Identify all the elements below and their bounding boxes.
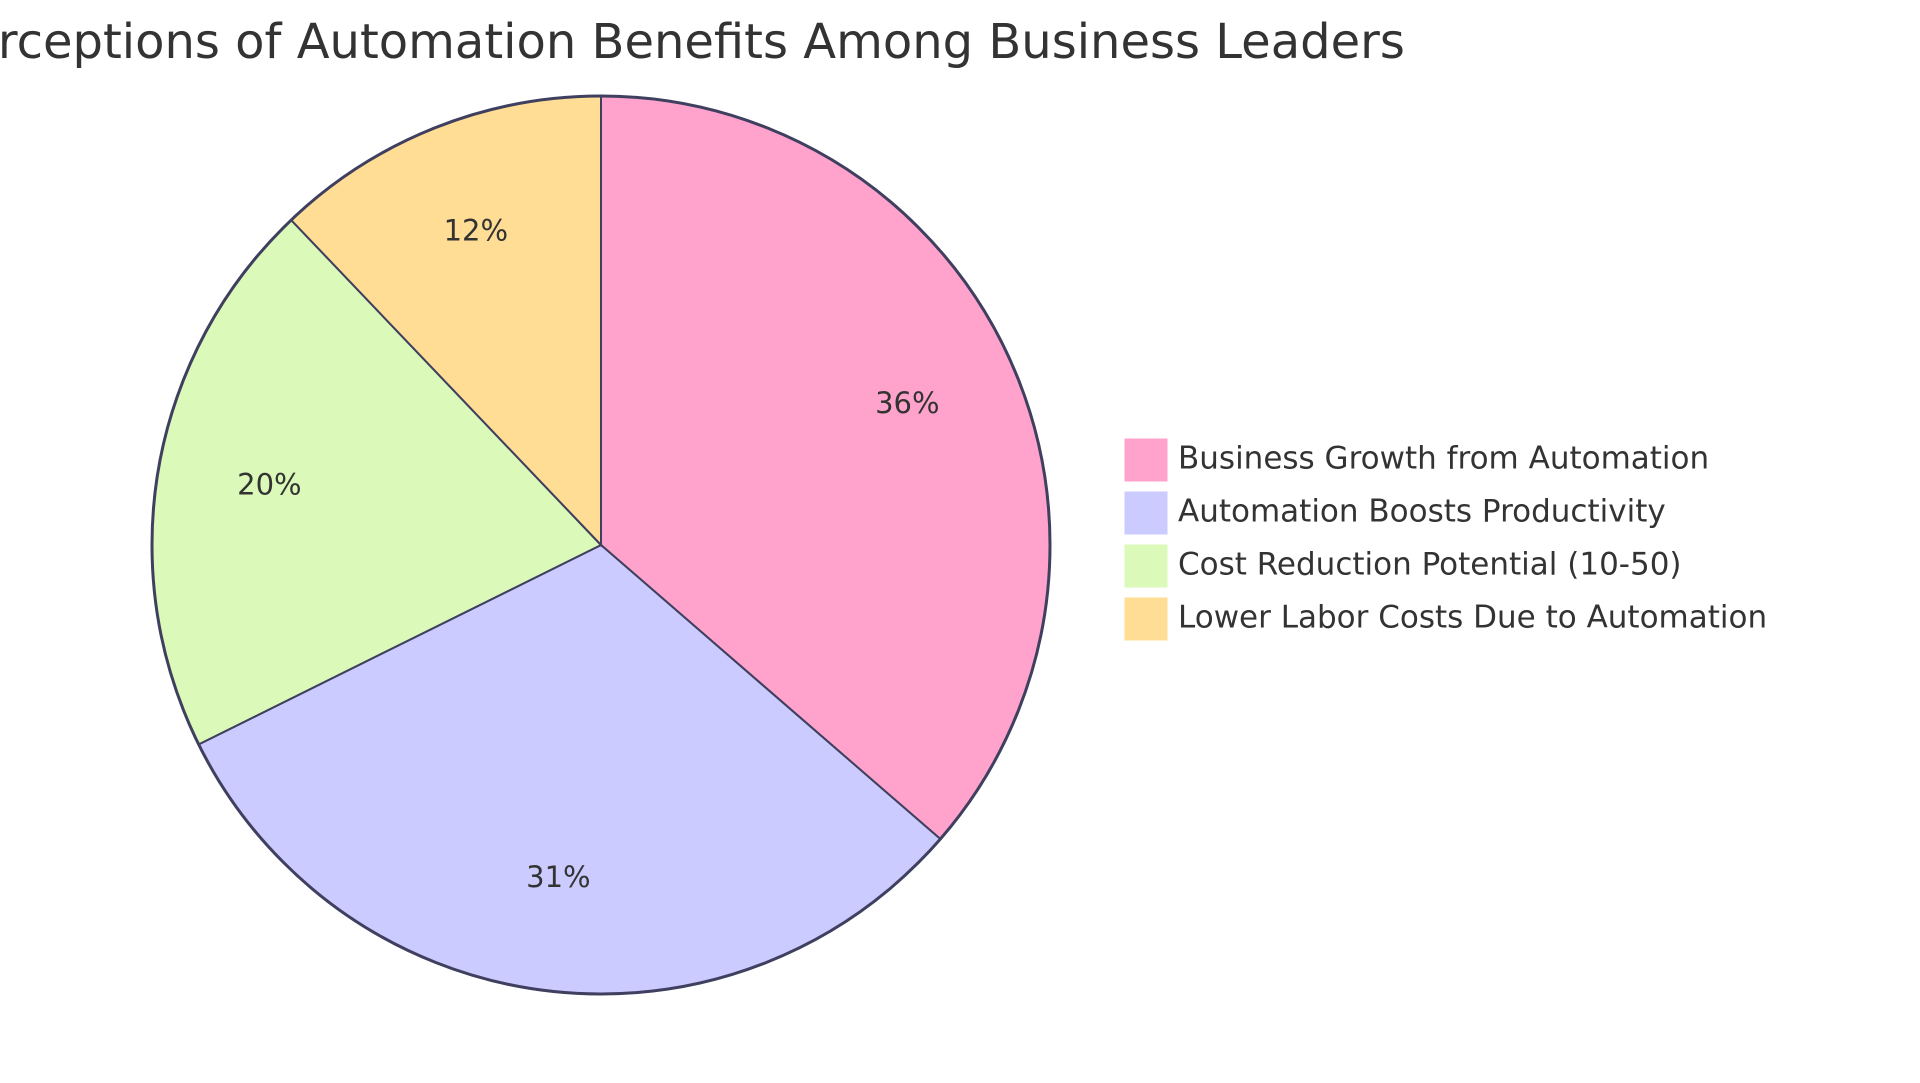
slice-percent-label-3: 20% bbox=[237, 468, 301, 502]
legend-swatch-2 bbox=[1123, 490, 1169, 536]
pie-slice-labels: 36% 31% 20% 12% bbox=[237, 213, 939, 894]
slice-percent-label-2: 31% bbox=[526, 860, 590, 894]
legend-label-2: Automation Boosts Productivity bbox=[1178, 494, 1666, 530]
chart-title: Perceptions of Automation Benefits Among… bbox=[0, 14, 1405, 70]
legend-swatch-4 bbox=[1123, 596, 1169, 642]
legend-label-3: Cost Reduction Potential (10-50) bbox=[1178, 547, 1682, 583]
pie-outline bbox=[150, 94, 1052, 996]
legend-swatch-3 bbox=[1123, 543, 1169, 589]
legend-swatch-1 bbox=[1123, 437, 1169, 483]
slice-percent-label-4: 12% bbox=[444, 213, 508, 247]
slice-percent-label-1: 36% bbox=[875, 386, 939, 420]
legend-label-1: Business Growth from Automation bbox=[1178, 441, 1709, 477]
legend-label-4: Lower Labor Costs Due to Automation bbox=[1178, 600, 1767, 636]
pie-slices bbox=[150, 94, 1052, 996]
legend: Business Growth from Automation Automatio… bbox=[1123, 437, 1767, 642]
